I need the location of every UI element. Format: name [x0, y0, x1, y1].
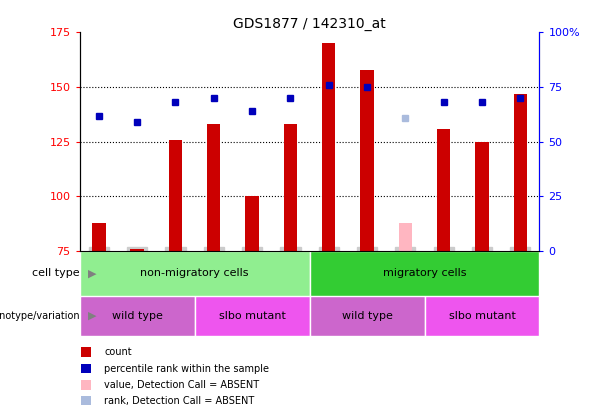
- Text: non-migratory cells: non-migratory cells: [140, 269, 249, 278]
- Text: wild type: wild type: [341, 311, 392, 321]
- Bar: [310, 296, 424, 336]
- Bar: [310, 251, 539, 296]
- Text: slbo mutant: slbo mutant: [219, 311, 286, 321]
- Bar: [131, 249, 144, 251]
- Text: percentile rank within the sample: percentile rank within the sample: [104, 364, 269, 373]
- Bar: [475, 142, 489, 251]
- Text: value, Detection Call = ABSENT: value, Detection Call = ABSENT: [104, 380, 259, 390]
- Bar: [169, 140, 182, 251]
- Text: ▶: ▶: [88, 269, 97, 278]
- Bar: [398, 223, 412, 251]
- Bar: [80, 251, 310, 296]
- Bar: [195, 296, 310, 336]
- Title: GDS1877 / 142310_at: GDS1877 / 142310_at: [233, 17, 386, 31]
- Bar: [437, 129, 451, 251]
- Text: genotype/variation: genotype/variation: [0, 311, 80, 321]
- Text: cell type: cell type: [32, 269, 80, 278]
- Text: wild type: wild type: [112, 311, 162, 321]
- Text: migratory cells: migratory cells: [383, 269, 466, 278]
- Bar: [322, 43, 335, 251]
- Bar: [245, 196, 259, 251]
- Text: rank, Detection Call = ABSENT: rank, Detection Call = ABSENT: [104, 396, 254, 405]
- Bar: [514, 94, 527, 251]
- Text: ▶: ▶: [88, 311, 97, 321]
- Bar: [360, 70, 374, 251]
- Bar: [284, 124, 297, 251]
- Bar: [80, 296, 195, 336]
- Bar: [92, 223, 105, 251]
- Text: slbo mutant: slbo mutant: [449, 311, 516, 321]
- Text: count: count: [104, 347, 132, 357]
- Bar: [207, 124, 221, 251]
- Bar: [424, 296, 539, 336]
